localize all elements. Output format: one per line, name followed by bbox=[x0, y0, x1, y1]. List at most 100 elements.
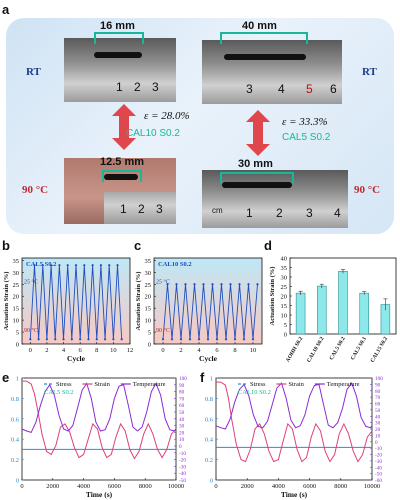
panel-label-f: f bbox=[200, 370, 205, 385]
measure-bracket bbox=[94, 32, 144, 44]
data-point bbox=[66, 264, 69, 267]
x-tick-label: 8 bbox=[233, 347, 236, 354]
y-right-tick-label: -30 bbox=[179, 464, 186, 470]
length-hot-right: 30 mm bbox=[238, 158, 273, 170]
hot-label-right: 90 °C bbox=[354, 184, 381, 196]
panel-a-photo-composite: RT RT 90 °C 90 °C 1 2 3 16 mm 3 4 5 6 40… bbox=[6, 18, 394, 234]
data-point bbox=[83, 264, 86, 267]
x-tick-label: 0 bbox=[214, 483, 217, 490]
category-label: CAL15 S0.2 bbox=[370, 336, 390, 364]
x-tick-label: 2 bbox=[45, 347, 48, 354]
y-right-tick-label: 70 bbox=[375, 395, 381, 401]
y-tick-label: 35 bbox=[13, 258, 20, 265]
data-point bbox=[54, 338, 57, 341]
y-tick-label: 5 bbox=[284, 322, 287, 329]
strain-line bbox=[162, 284, 258, 340]
data-point bbox=[256, 283, 259, 286]
data-point bbox=[112, 338, 115, 341]
ruler-num: 1 bbox=[116, 80, 123, 94]
measure-bracket bbox=[102, 170, 142, 182]
double-arrow-right bbox=[246, 110, 270, 156]
y-right-tick-label: -40 bbox=[179, 471, 186, 477]
y-right-tick-label: 50 bbox=[179, 410, 185, 416]
photo-left-rt: 1 2 3 bbox=[64, 38, 176, 102]
plot-frame bbox=[153, 257, 263, 345]
ruler-unit: cm bbox=[212, 206, 223, 215]
measure-bracket bbox=[220, 32, 308, 44]
film-strip bbox=[94, 52, 142, 58]
data-point bbox=[170, 338, 174, 341]
data-point bbox=[29, 338, 32, 341]
x-tick-label: 6000 bbox=[303, 483, 316, 490]
legend-inset-label: CAL5 S0.2 bbox=[44, 389, 74, 396]
data-point bbox=[45, 338, 49, 341]
ruler-num: 2 bbox=[276, 206, 283, 220]
rt-label-right: RT bbox=[362, 66, 377, 78]
panel-label-b: b bbox=[2, 238, 10, 253]
y-tick-label: 35 bbox=[145, 258, 152, 265]
data-point bbox=[247, 283, 250, 286]
panel-label-c: c bbox=[134, 238, 142, 253]
y-left-tick-label: 0.2 bbox=[11, 457, 19, 464]
data-point bbox=[211, 283, 214, 286]
panel-label-a: a bbox=[2, 2, 10, 17]
y-right-tick-label: -40 bbox=[375, 465, 382, 471]
legend-label: CAL5 S0.2 bbox=[26, 261, 56, 268]
y-tick-label: 30 bbox=[13, 270, 20, 277]
data-point bbox=[188, 338, 192, 341]
data-point bbox=[58, 264, 61, 267]
legend-entry: Temperature bbox=[133, 381, 166, 388]
y-tick-label: 25 bbox=[145, 282, 152, 289]
panel-label-d: d bbox=[264, 238, 272, 253]
ruler-num: 4 bbox=[334, 206, 341, 220]
ruler-num: 5 bbox=[306, 82, 313, 96]
y-right-tick-label: 40 bbox=[179, 417, 185, 423]
data-point bbox=[229, 283, 232, 286]
x-tick-label: 0 bbox=[29, 347, 32, 354]
y-right-tick-label: 30 bbox=[179, 424, 185, 430]
legend-label: CAL10 S0.2 bbox=[158, 261, 192, 268]
x-tick-label: 6 bbox=[79, 347, 83, 354]
y-axis-label: Actuation Strain (%) bbox=[269, 267, 276, 326]
series-line-temperature bbox=[215, 382, 373, 430]
x-tick-label: 10 bbox=[250, 347, 257, 354]
legend-entry: Strain bbox=[94, 381, 110, 388]
data-point bbox=[99, 264, 103, 267]
y-right-tick-label: -60 bbox=[375, 478, 382, 484]
data-point bbox=[220, 283, 223, 286]
y-tick-label: 10 bbox=[13, 318, 20, 325]
x-tick-label: 8000 bbox=[334, 483, 347, 490]
y-right-tick-label: 20 bbox=[375, 427, 381, 433]
x-tick-label: 10000 bbox=[364, 483, 380, 490]
series-line-temperature bbox=[21, 382, 177, 434]
x-axis-label: Time (s) bbox=[281, 490, 308, 499]
y-tick-label: 15 bbox=[281, 303, 288, 310]
data-point bbox=[215, 338, 219, 341]
x-tick-label: 6000 bbox=[108, 483, 121, 490]
y-tick-label: 35 bbox=[281, 265, 288, 272]
bar bbox=[338, 270, 348, 335]
data-point bbox=[33, 264, 36, 267]
photo-right-hot: cm 1 2 3 4 bbox=[202, 170, 348, 228]
data-point bbox=[120, 338, 123, 341]
y-tick-label: 15 bbox=[145, 306, 152, 313]
data-point bbox=[87, 338, 90, 341]
y-tick-label: 40 bbox=[281, 256, 288, 263]
temp-high-label: 25 °C bbox=[24, 278, 38, 285]
y-right-tick-label: 60 bbox=[179, 403, 185, 409]
y-right-tick-label: -50 bbox=[375, 472, 382, 478]
data-point bbox=[166, 283, 169, 286]
material-left: CAL10 S0.2 bbox=[126, 128, 180, 139]
legend-entry: Temperature bbox=[327, 381, 360, 388]
rt-label-left: RT bbox=[26, 66, 41, 78]
y-right-tick-label: 100 bbox=[375, 376, 383, 382]
y-right-tick-label: 70 bbox=[179, 396, 185, 402]
x-tick-label: 2 bbox=[179, 347, 182, 354]
length-rt-left: 16 mm bbox=[100, 20, 135, 32]
ruler-num: 2 bbox=[138, 202, 145, 216]
ruler bbox=[104, 192, 176, 224]
y-right-tick-label: 90 bbox=[179, 383, 185, 389]
x-axis-label: Cycle bbox=[199, 354, 218, 363]
y-axis-label: Actuation Strain (%) bbox=[3, 272, 10, 331]
y-right-tick-label: -30 bbox=[375, 459, 382, 465]
